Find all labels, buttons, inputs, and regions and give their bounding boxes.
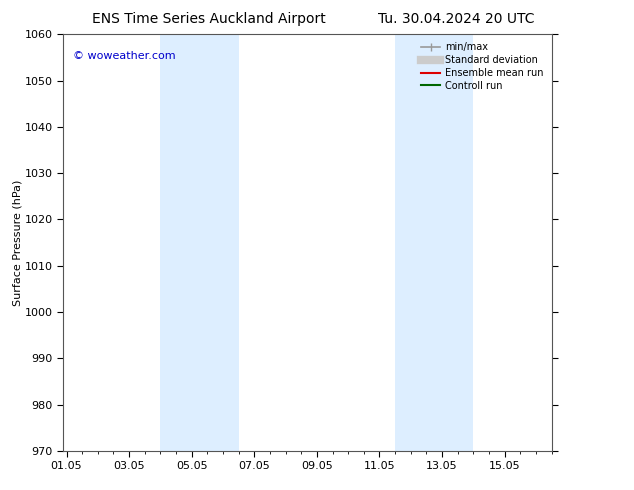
Y-axis label: Surface Pressure (hPa): Surface Pressure (hPa) (12, 179, 22, 306)
Legend: min/max, Standard deviation, Ensemble mean run, Controll run: min/max, Standard deviation, Ensemble me… (418, 39, 547, 94)
Bar (395, 34, 474, 451)
Bar (160, 34, 238, 451)
Text: ENS Time Series Auckland Airport: ENS Time Series Auckland Airport (93, 12, 326, 26)
Text: Tu. 30.04.2024 20 UTC: Tu. 30.04.2024 20 UTC (378, 12, 534, 26)
Text: © woweather.com: © woweather.com (73, 51, 176, 61)
